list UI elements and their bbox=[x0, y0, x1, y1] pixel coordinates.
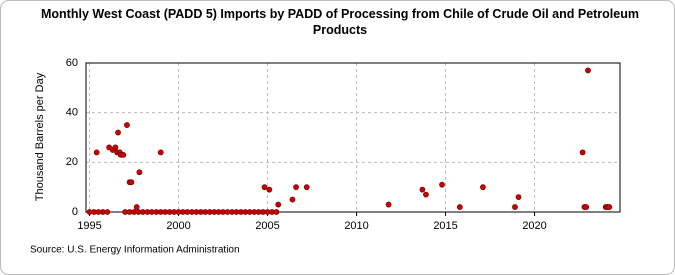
x-tick-label: 1995 bbox=[77, 220, 101, 232]
point bbox=[583, 204, 590, 210]
point bbox=[303, 184, 310, 191]
source: Source: U.S. Energy Information Administ… bbox=[30, 245, 240, 256]
x-tick-label: 2010 bbox=[344, 220, 368, 232]
point bbox=[585, 67, 591, 74]
x-tick-label: 2015 bbox=[433, 220, 457, 232]
point bbox=[273, 209, 280, 215]
point bbox=[456, 204, 463, 210]
chart-title: Monthly West Coast (PADD 5) Imports by P… bbox=[41, 7, 639, 37]
point bbox=[515, 194, 522, 200]
point bbox=[480, 184, 486, 191]
point bbox=[136, 169, 143, 176]
point bbox=[423, 191, 429, 198]
point bbox=[115, 129, 121, 136]
y-tick-label: 40 bbox=[66, 107, 78, 119]
y-tick-label: 60 bbox=[66, 57, 78, 69]
point bbox=[266, 186, 273, 193]
point bbox=[606, 204, 613, 210]
point bbox=[579, 149, 586, 156]
point bbox=[385, 201, 392, 208]
plot-area bbox=[85, 62, 621, 213]
point bbox=[128, 179, 135, 186]
point bbox=[133, 204, 140, 210]
x-tick-label: 2020 bbox=[522, 220, 546, 232]
point bbox=[261, 184, 268, 191]
x-tick-label: 2005 bbox=[255, 220, 279, 232]
y-tick-label: 20 bbox=[66, 156, 78, 168]
x-tick-label: 2000 bbox=[166, 220, 190, 232]
point bbox=[289, 196, 296, 203]
point bbox=[104, 209, 111, 215]
point bbox=[93, 149, 100, 156]
point bbox=[124, 122, 130, 128]
y-tick-label: 0 bbox=[72, 206, 78, 218]
point bbox=[293, 184, 299, 191]
point bbox=[419, 186, 426, 193]
point bbox=[120, 151, 127, 158]
point bbox=[157, 149, 164, 156]
point bbox=[512, 204, 518, 210]
point bbox=[112, 144, 119, 151]
point bbox=[275, 201, 282, 208]
point bbox=[439, 181, 445, 188]
y-axis-label: Thousand Barrels per Day bbox=[34, 72, 46, 201]
